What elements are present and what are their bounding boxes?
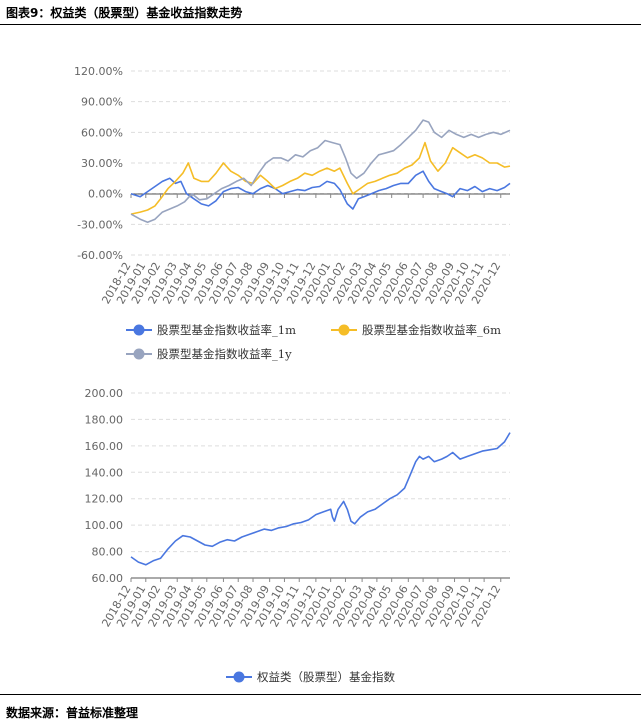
bottom-rule xyxy=(0,694,641,695)
y-tick-label: 160.00 xyxy=(85,440,124,453)
series-line-2 xyxy=(130,141,511,215)
legend-label: 权益类（股票型）基金指数 xyxy=(257,670,395,684)
y-tick-label: 100.00 xyxy=(85,519,124,532)
figure-title: 图表9：权益类（股票型）基金收益指数走势 xyxy=(6,6,243,20)
y-tick-label: 200.00 xyxy=(85,387,124,400)
y-tick-label: 90.00% xyxy=(81,96,123,109)
series-line-1 xyxy=(130,170,511,210)
legend-marker xyxy=(133,348,145,360)
y-tick-label: 120.00% xyxy=(74,65,123,78)
source-note: 数据来源：普益标准整理 xyxy=(6,706,139,720)
legend-marker xyxy=(338,324,350,336)
y-tick-label: 30.00% xyxy=(81,157,123,170)
y-tick-label: 60.00 xyxy=(92,572,124,585)
legend-label: 股票型基金指数收益率_1m xyxy=(157,323,296,337)
y-tick-label: 140.00 xyxy=(85,466,124,479)
chart-2: 200.00 180.00 160.00 140.00 120.00 100.00 80.0… xyxy=(85,387,511,684)
y-tick-label: 60.00% xyxy=(81,126,123,139)
y-tick-label: 180.00 xyxy=(85,413,124,426)
legend-marker xyxy=(233,671,245,683)
y-tick-label: -30.00% xyxy=(77,218,123,231)
y-tick-label: 120.00 xyxy=(85,493,124,506)
y-tick-label: 80.00 xyxy=(92,546,124,559)
y-tick-label: 0.00% xyxy=(88,188,123,201)
legend-label: 股票型基金指数收益率_1y xyxy=(157,347,292,361)
y-tick-label: -60.00% xyxy=(77,249,123,262)
series-line-3 xyxy=(130,119,511,224)
legend-label: 股票型基金指数收益率_6m xyxy=(362,323,501,337)
legend-marker xyxy=(133,324,145,336)
series-line-1 xyxy=(130,432,511,566)
chart-1: 120.00% 90.00% 60.00% 30.00% 0.00% -30.00% -60… xyxy=(74,65,511,361)
top-rule xyxy=(0,24,641,25)
